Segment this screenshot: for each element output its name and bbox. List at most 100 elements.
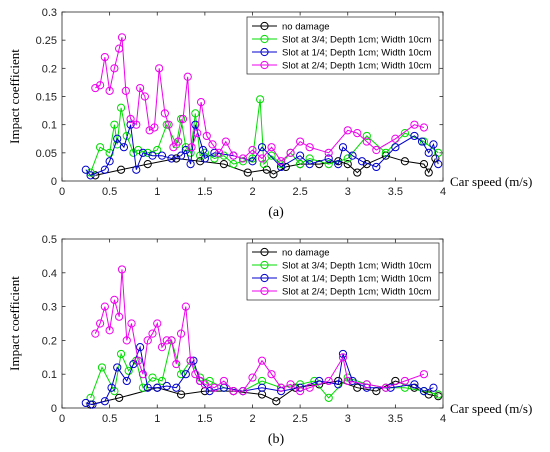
legend-label: Slot at 3/4; Depth 1cm; Width 10cm bbox=[282, 261, 432, 272]
x-tick-label: 0.5 bbox=[102, 186, 117, 198]
data-point bbox=[257, 383, 267, 392]
data-point bbox=[143, 160, 152, 169]
legend-box bbox=[246, 242, 440, 301]
data-point bbox=[257, 356, 267, 365]
data-point bbox=[105, 86, 114, 95]
data-point bbox=[208, 140, 217, 149]
data-point bbox=[434, 148, 443, 157]
data-point bbox=[105, 326, 114, 335]
data-point bbox=[126, 120, 135, 129]
y-tick-label: 0 bbox=[51, 403, 57, 415]
data-point bbox=[169, 143, 178, 152]
data-point bbox=[391, 143, 400, 152]
data-point bbox=[417, 137, 427, 146]
data-point bbox=[162, 336, 171, 345]
data-point bbox=[145, 126, 154, 135]
data-point bbox=[105, 148, 114, 157]
y-tick-label: 0.2 bbox=[42, 335, 57, 347]
y-tick-label: 0.1 bbox=[42, 120, 57, 132]
data-point bbox=[305, 143, 314, 152]
data-point bbox=[138, 370, 148, 379]
data-point bbox=[136, 343, 145, 352]
data-point bbox=[248, 154, 257, 163]
data-point bbox=[155, 64, 164, 73]
y-axis-title: Impact coefficient bbox=[7, 49, 22, 144]
series-3 bbox=[91, 265, 429, 396]
data-point bbox=[305, 154, 314, 163]
data-point bbox=[286, 380, 295, 389]
data-point bbox=[362, 137, 371, 146]
data-point bbox=[124, 366, 133, 375]
data-point bbox=[424, 168, 433, 177]
legend-label: Slot at 2/4; Depth 1cm; Width 10cm bbox=[282, 61, 432, 72]
data-point bbox=[400, 157, 409, 166]
data-point bbox=[138, 383, 148, 392]
x-tick-label: 3.5 bbox=[388, 413, 403, 425]
data-point bbox=[176, 151, 186, 160]
x-tick-label: 1.5 bbox=[197, 186, 212, 198]
legend-marker bbox=[260, 273, 269, 283]
data-point bbox=[176, 329, 186, 338]
y-tick-label: 0.1 bbox=[42, 369, 57, 381]
data-point bbox=[127, 319, 136, 328]
data-point bbox=[153, 319, 162, 328]
data-point bbox=[281, 162, 290, 172]
data-point bbox=[160, 109, 169, 118]
data-point bbox=[210, 154, 219, 163]
data-point bbox=[115, 312, 124, 321]
data-point bbox=[96, 143, 105, 152]
legend-label: Slot at 1/4; Depth 1cm; Width 10cm bbox=[282, 48, 432, 59]
data-point bbox=[113, 140, 122, 149]
x-tick-label: 3 bbox=[345, 186, 351, 198]
data-point bbox=[343, 154, 352, 163]
data-point bbox=[143, 336, 152, 345]
data-point bbox=[110, 64, 119, 73]
legend-marker bbox=[260, 260, 269, 270]
data-point bbox=[105, 157, 114, 166]
data-point bbox=[113, 363, 122, 372]
panel-label: (a) bbox=[268, 205, 284, 220]
data-point bbox=[419, 160, 429, 169]
data-point bbox=[353, 383, 362, 392]
data-point bbox=[410, 120, 419, 129]
data-point bbox=[121, 86, 130, 95]
data-point bbox=[276, 383, 286, 392]
data-point bbox=[272, 397, 281, 406]
data-point bbox=[343, 376, 352, 386]
data-point bbox=[338, 353, 348, 362]
data-point bbox=[362, 131, 371, 141]
legend-box bbox=[246, 16, 440, 75]
data-point bbox=[189, 356, 198, 365]
data-point bbox=[434, 390, 443, 399]
data-point bbox=[419, 387, 429, 396]
data-point bbox=[324, 160, 333, 169]
y-tick-label: 0.3 bbox=[42, 7, 57, 19]
data-point bbox=[296, 151, 305, 160]
data-point bbox=[115, 393, 124, 402]
data-point bbox=[324, 148, 333, 157]
data-point bbox=[107, 383, 116, 392]
legend-marker bbox=[260, 247, 269, 257]
data-point bbox=[115, 44, 124, 53]
data-point bbox=[187, 143, 196, 152]
data-point bbox=[153, 145, 162, 155]
data-point bbox=[324, 154, 333, 163]
x-tick-label: 0 bbox=[59, 186, 65, 198]
data-point bbox=[391, 134, 400, 143]
data-point bbox=[353, 168, 362, 177]
x-tick-label: 4 bbox=[440, 186, 446, 198]
legend-marker bbox=[260, 21, 269, 31]
data-point bbox=[315, 160, 324, 169]
data-point bbox=[100, 165, 109, 174]
data-point bbox=[219, 151, 229, 160]
data-point bbox=[276, 157, 286, 166]
x-tick-label: 2 bbox=[249, 413, 255, 425]
data-point bbox=[186, 356, 195, 365]
data-point bbox=[117, 265, 127, 274]
data-point bbox=[429, 383, 438, 392]
x-tick-label: 1 bbox=[154, 186, 160, 198]
data-point bbox=[202, 131, 211, 141]
series-3 bbox=[91, 33, 429, 166]
data-point bbox=[86, 171, 95, 180]
data-point bbox=[172, 383, 181, 392]
